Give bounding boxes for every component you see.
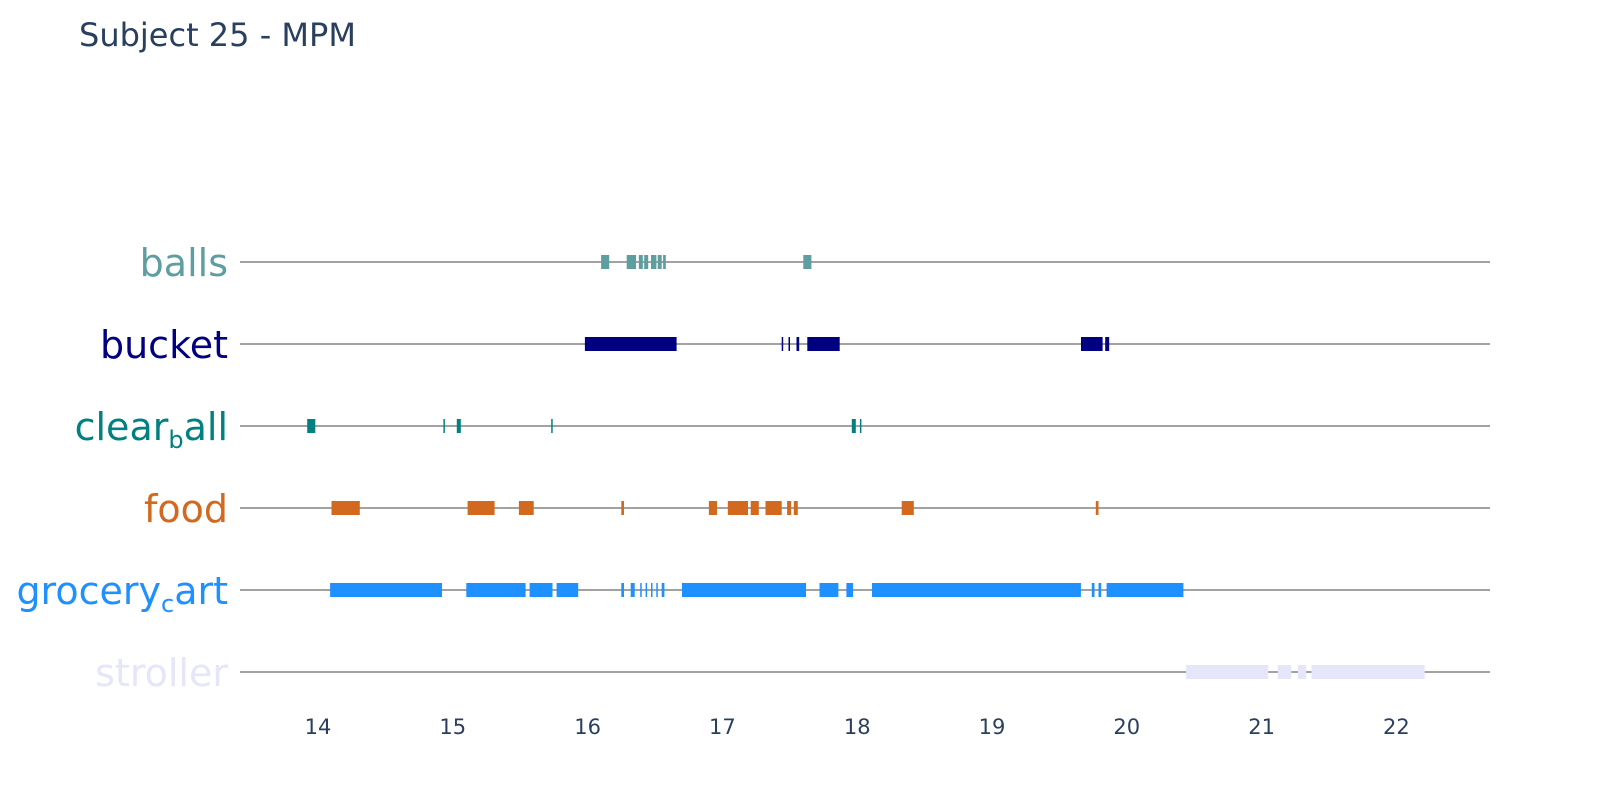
interval-bar-grocery-cart-0	[330, 583, 442, 597]
y-label-clear-ball: clearball	[75, 405, 228, 454]
interval-bar-stroller-3	[1311, 665, 1425, 679]
interval-bar-grocery-cart-2	[529, 583, 553, 597]
interval-bar-grocery-cart-3	[556, 583, 579, 597]
interval-bar-bucket-1	[781, 337, 784, 351]
interval-bar-grocery-cart-10	[661, 583, 665, 597]
interval-bar-food-3	[621, 501, 624, 515]
interval-bar-clear-ball-0	[307, 419, 316, 433]
interval-bar-balls-2	[638, 255, 643, 269]
interval-bar-food-0	[331, 501, 360, 515]
interval-bar-balls-6	[663, 255, 666, 269]
interval-bar-grocery-cart-12	[819, 583, 839, 597]
interval-bar-balls-3	[644, 255, 649, 269]
interval-bar-food-11	[1095, 501, 1099, 515]
interval-bar-grocery-cart-9	[656, 583, 658, 597]
interval-bar-grocery-cart-7	[645, 583, 648, 597]
y-label-grocery-cart: grocerycart	[16, 569, 228, 618]
interval-bar-grocery-cart-1	[466, 583, 526, 597]
interval-bar-clear-ball-1	[443, 419, 445, 433]
interval-bar-grocery-cart-16	[1098, 583, 1102, 597]
category-lines	[240, 261, 1490, 673]
interval-bar-food-1	[467, 501, 495, 515]
interval-bar-food-2	[518, 501, 534, 515]
x-tick-label: 21	[1248, 715, 1275, 739]
x-tick-label: 17	[709, 715, 736, 739]
interval-bar-grocery-cart-13	[846, 583, 854, 597]
x-tick-label: 15	[439, 715, 466, 739]
interval-bar-grocery-cart-4	[621, 583, 624, 597]
interval-bar-food-9	[793, 501, 798, 515]
y-label-bucket: bucket	[100, 323, 228, 367]
interval-bar-balls-0	[601, 255, 610, 269]
x-tick-label: 14	[305, 715, 332, 739]
y-label-stroller: stroller	[95, 651, 228, 695]
y-label-balls: balls	[140, 241, 228, 285]
x-tick-label: 18	[844, 715, 871, 739]
interval-bar-bucket-0	[584, 337, 677, 351]
interval-bar-food-10	[901, 501, 914, 515]
interval-bar-clear-ball-2	[456, 419, 461, 433]
interval-bar-grocery-cart-8	[651, 583, 653, 597]
interval-bar-grocery-cart-14	[872, 583, 1081, 597]
interval-bar-food-7	[765, 501, 782, 515]
interval-bar-bucket-5	[1081, 337, 1103, 351]
interval-bar-grocery-cart-15	[1091, 583, 1095, 597]
y-label-food: food	[144, 487, 228, 531]
x-tick-label: 20	[1113, 715, 1140, 739]
interval-bar-balls-1	[626, 255, 637, 269]
interval-bar-stroller-2	[1298, 665, 1307, 679]
interval-bar-balls-5	[657, 255, 662, 269]
interval-bar-grocery-cart-5	[630, 583, 635, 597]
interval-bar-balls-7	[803, 255, 812, 269]
x-tick-label: 16	[574, 715, 601, 739]
chart-title: Subject 25 - MPM	[79, 16, 356, 54]
interval-bar-stroller-1	[1277, 665, 1292, 679]
interval-bar-balls-4	[651, 255, 657, 269]
interval-bars	[307, 255, 1425, 679]
interval-bar-food-8	[787, 501, 792, 515]
interval-bar-clear-ball-3	[551, 419, 553, 433]
interval-bar-bucket-3	[796, 337, 800, 351]
y-axis-labels: balls bucket clearball food grocerycart strol…	[16, 241, 228, 695]
x-tick-label: 22	[1383, 715, 1410, 739]
interval-bar-clear-ball-4	[851, 419, 856, 433]
interval-bar-grocery-cart-11	[682, 583, 806, 597]
interval-bar-clear-ball-5	[859, 419, 862, 433]
interval-bar-food-4	[708, 501, 717, 515]
interval-bar-grocery-cart-17	[1106, 583, 1184, 597]
interval-bar-bucket-6	[1105, 337, 1110, 351]
interval-bar-food-5	[727, 501, 748, 515]
x-tick-label: 19	[979, 715, 1006, 739]
interval-bar-food-6	[750, 501, 759, 515]
interval-bar-bucket-4	[807, 337, 840, 351]
interval-bar-stroller-0	[1186, 665, 1269, 679]
interval-bar-bucket-2	[788, 337, 790, 351]
x-axis-labels: 14 15 16 17 18 19 20 21 22	[305, 715, 1410, 739]
interval-bar-grocery-cart-6	[640, 583, 642, 597]
